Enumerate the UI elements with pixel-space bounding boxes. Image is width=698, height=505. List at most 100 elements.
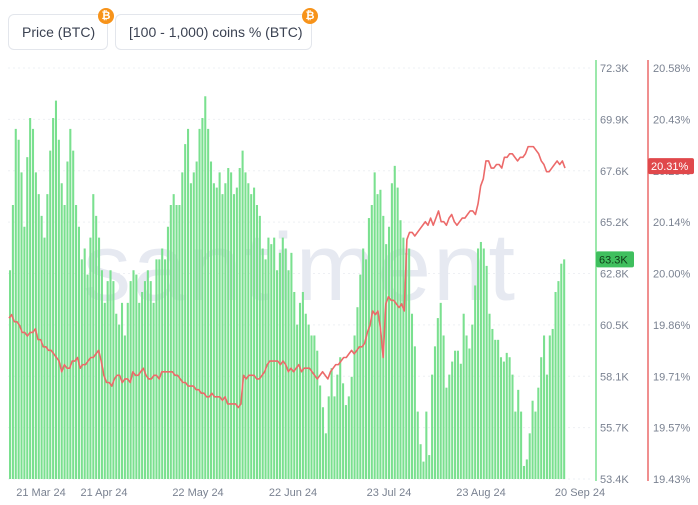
price-bar [422,461,425,479]
price-bar [362,248,365,479]
price-bar [419,444,422,479]
price-axis-tick: 53.4K [600,474,629,486]
price-bar [321,407,325,479]
price-bar [436,318,439,479]
price-bar [353,335,356,479]
price-axis-tick: 62.8K [600,269,629,281]
price-bar [344,405,347,479]
price-bar [278,252,281,479]
price-bar [468,348,471,479]
price-bar [313,335,316,479]
price-bar [201,118,204,480]
price-bar [189,183,192,479]
x-axis-tick: 23 Aug 24 [456,487,506,499]
price-bar [169,205,172,479]
price-axis-tick: 67.6K [600,166,629,178]
price-axis-tick: 65.2K [600,217,629,229]
price-bar [149,281,152,479]
pct-axis-tick: 20.43% [653,114,691,126]
x-axis-tick: 22 May 24 [172,487,223,499]
price-bar [143,281,147,479]
price-bar [98,237,101,479]
price-bar [497,339,500,479]
price-bar [255,205,258,479]
price-bar [250,194,253,479]
price-bar [454,350,457,479]
price-bar [359,274,362,479]
price-bar [29,118,32,480]
price-bar [258,215,261,479]
price-bar [350,376,353,479]
price-bar [410,313,414,479]
price-bar [123,335,126,479]
price-axis-tick: 69.9K [600,114,629,126]
price-bar [95,215,98,479]
price-bar [307,324,310,479]
price-bar [451,361,454,479]
price-bar [505,352,508,479]
price-bar [63,205,66,479]
price-bar [448,374,451,479]
price-bar [86,274,89,479]
price-bar [465,335,468,479]
price-bar [198,128,201,479]
price-bar [37,194,40,479]
price-bar [267,237,270,479]
price-bar [511,374,514,479]
price-bar [17,139,20,479]
price-bar [479,241,482,479]
price-bar [514,411,517,479]
price-bar [172,194,175,479]
legend-label-coins-pct: [100 - 1,000) coins % (BTC) [129,24,303,40]
price-bar [445,387,448,479]
price-bar [215,187,218,479]
price-bar [247,183,250,479]
price-bar [77,226,80,479]
price-bar [75,205,78,479]
price-bar [330,368,333,479]
price-bar [560,263,563,479]
price-bar [83,248,86,479]
price-bar [57,139,60,479]
current-pct-label: 20.31% [651,161,689,173]
bitcoin-icon: ₿ [98,8,114,24]
price-bar [152,302,155,479]
pct-axis-tick: 19.43% [653,474,691,486]
price-bar [72,150,75,479]
price-bar [520,411,523,479]
price-bar [60,183,63,479]
price-bar [494,339,497,479]
price-bar [227,168,230,479]
price-bar [333,396,336,479]
price-bar [373,172,376,479]
price-bar [548,335,551,479]
price-bar [100,270,103,479]
price-bar [439,302,442,479]
price-bar [390,183,393,479]
price-bar [488,313,491,479]
price-bar [178,205,181,479]
price-bar [462,313,465,479]
price-bar [218,172,221,479]
price-bar [319,385,322,479]
price-bar [522,465,525,479]
price-bar [66,161,69,479]
x-axis-tick: 22 Jun 24 [269,487,317,499]
price-bar [517,389,520,479]
price-bar [261,248,264,479]
price-bar [118,324,121,479]
price-bar [69,128,72,479]
price-bar [365,259,368,479]
price-bar [459,363,462,479]
price-bar [187,128,190,479]
price-bar [276,270,279,479]
legend-item-coins-pct[interactable]: [100 - 1,000) coins % (BTC) ₿ [115,8,318,50]
price-bar [531,400,534,479]
price-bar [499,357,503,479]
price-bar [106,281,109,479]
price-bar [385,244,388,479]
legend-item-price[interactable]: Price (BTC) ₿ [8,8,114,50]
legend-label-price: Price (BTC) [22,24,96,40]
price-bar [158,259,161,479]
